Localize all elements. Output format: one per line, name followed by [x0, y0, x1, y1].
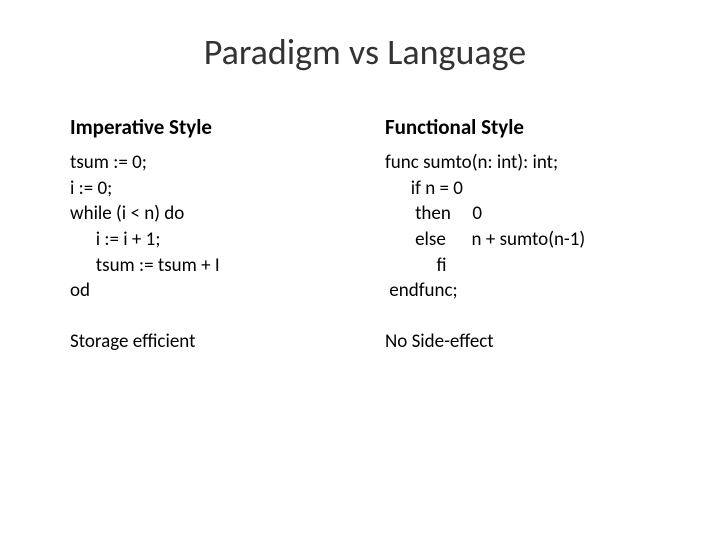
left-column: Imperative Style tsum := 0; i := 0; whil… [70, 114, 345, 353]
content-columns: Imperative Style tsum := 0; i := 0; whil… [70, 114, 660, 353]
right-note: No Side-effect [385, 330, 660, 353]
left-note: Storage efficient [70, 330, 345, 353]
right-column: Functional Style func sumto(n: int): int… [385, 114, 660, 353]
left-header: Imperative Style [70, 114, 345, 140]
right-header: Functional Style [385, 114, 660, 140]
functional-code: func sumto(n: int): int; if n = 0 then 0… [385, 150, 660, 304]
slide-title: Paradigm vs Language [70, 30, 660, 74]
imperative-code: tsum := 0; i := 0; while (i < n) do i :=… [70, 150, 345, 304]
